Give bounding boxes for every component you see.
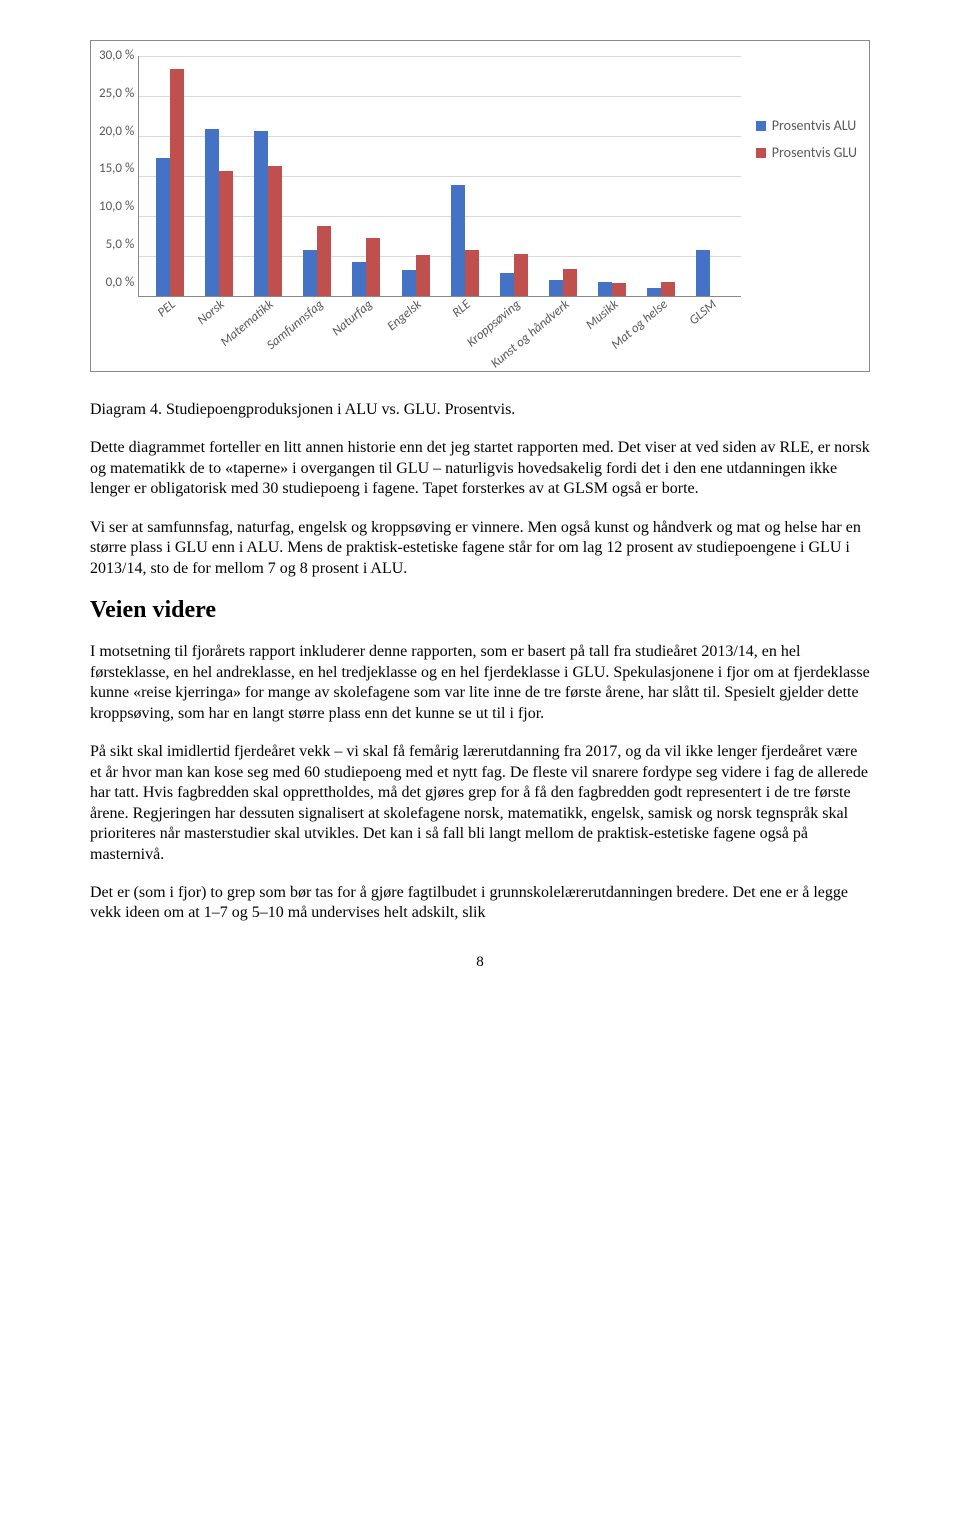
y-tick-label: 10,0 % — [99, 200, 134, 213]
legend-item: Prosentvis GLU — [756, 144, 857, 161]
bar-group — [637, 56, 686, 296]
x-tick-label: Norsk — [195, 297, 228, 328]
legend-swatch — [756, 121, 766, 131]
body-paragraph: I motsetning til fjorårets rapport inklu… — [90, 642, 870, 724]
body-paragraph: Vi ser at samfunnsfag, naturfag, engelsk… — [90, 518, 870, 579]
bar-group — [440, 56, 489, 296]
bar — [563, 269, 577, 296]
bar — [402, 270, 416, 296]
x-tick-label: Engelsk — [385, 297, 425, 334]
bar-group — [244, 56, 293, 296]
legend-item: Prosentvis ALU — [756, 117, 857, 134]
bar — [612, 283, 626, 296]
bar-group — [293, 56, 342, 296]
bar-group — [489, 56, 538, 296]
bar-group — [145, 56, 194, 296]
bar — [500, 273, 514, 296]
body-paragraph: Det er (som i fjor) to grep som bør tas … — [90, 883, 870, 924]
bar — [465, 250, 479, 296]
bar — [352, 262, 366, 296]
y-axis: 30,0 % 25,0 % 20,0 % 15,0 % 10,0 % 5,0 % 0,0 % — [99, 49, 138, 289]
legend-label: Prosentvis ALU — [772, 117, 856, 134]
y-tick-label: 5,0 % — [106, 238, 135, 251]
bar — [268, 166, 282, 296]
bar — [598, 282, 612, 296]
bar — [416, 255, 430, 296]
bar — [661, 282, 675, 296]
y-tick-label: 20,0 % — [99, 125, 134, 138]
body-paragraph: Dette diagrammet forteller en litt annen… — [90, 438, 870, 499]
body-paragraph: På sikt skal imidlertid fjerdeåret vekk … — [90, 742, 870, 865]
plot-area — [138, 56, 741, 296]
bar-group — [538, 56, 587, 296]
bar — [696, 250, 710, 296]
bar-group — [342, 56, 391, 296]
bar — [205, 129, 219, 296]
chart-caption: Diagram 4. Studiepoengproduksjonen i ALU… — [90, 400, 870, 420]
legend-label: Prosentvis GLU — [772, 144, 857, 161]
bar — [366, 238, 380, 296]
bar-group — [391, 56, 440, 296]
x-tick-label: RLE — [450, 297, 474, 321]
bar-chart: 30,0 % 25,0 % 20,0 % 15,0 % 10,0 % 5,0 % 0,0 %… — [90, 40, 870, 372]
legend-swatch — [756, 148, 766, 158]
bar — [219, 171, 233, 296]
bar-group — [686, 56, 735, 296]
page-number: 8 — [90, 954, 870, 971]
bar — [549, 280, 563, 296]
y-tick-label: 25,0 % — [99, 87, 134, 100]
bar — [317, 226, 331, 296]
y-tick-label: 30,0 % — [99, 49, 134, 62]
chart-legend: Prosentvis ALU Prosentvis GLU — [756, 117, 857, 161]
x-tick-label: Musikk — [583, 297, 622, 333]
section-heading: Veien videre — [90, 597, 870, 624]
bar — [647, 288, 661, 296]
x-tick-label: PEL — [155, 297, 179, 320]
bar — [514, 254, 528, 296]
bar — [451, 185, 465, 296]
bar-group — [588, 56, 637, 296]
y-tick-label: 0,0 % — [106, 276, 135, 289]
bar — [254, 131, 268, 296]
bar — [303, 250, 317, 296]
bar — [156, 158, 170, 296]
bar-group — [194, 56, 243, 296]
bar — [170, 69, 184, 296]
x-tick-label: GLSM — [687, 297, 720, 328]
y-tick-label: 15,0 % — [99, 162, 134, 175]
x-axis: PELNorskMatematikkSamfunnsfagNaturfagEng… — [138, 297, 741, 369]
